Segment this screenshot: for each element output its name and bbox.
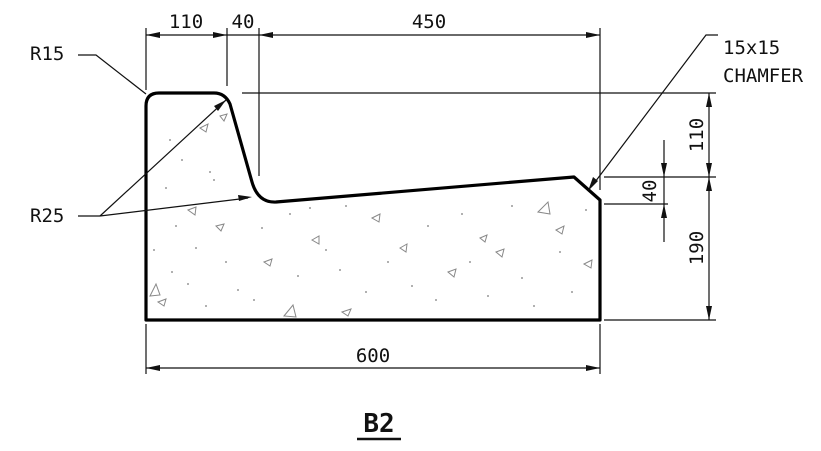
- extension-lines: [145, 28, 716, 374]
- dim-40-top: 40: [232, 11, 255, 33]
- right-dimension-chain: 110 190: [686, 93, 712, 320]
- section-outline: [144, 91, 602, 322]
- r15-label: R15: [30, 43, 64, 65]
- dim-190: 190: [686, 231, 708, 265]
- r25-callout: R25: [30, 99, 252, 227]
- section-title: B2: [357, 409, 401, 441]
- concrete-hatch: [149, 113, 593, 318]
- r15-callout: R15: [30, 43, 147, 95]
- dim-40-right: 40: [639, 180, 661, 203]
- chamfer-callout: 15x15 CHAMFER: [588, 34, 804, 191]
- chamfer-depth-dimension: 40: [639, 140, 667, 242]
- dim-110-right: 110: [686, 118, 708, 152]
- dim-450: 450: [412, 11, 446, 33]
- dim-600: 600: [356, 345, 390, 367]
- r25-label: R25: [30, 205, 64, 227]
- top-dimension-chain: 110 40 450: [146, 11, 600, 38]
- chamfer-word-label: CHAMFER: [723, 65, 804, 87]
- dim-110-top: 110: [169, 11, 203, 33]
- section-title-text: B2: [363, 409, 394, 439]
- bottom-dimension: 600: [146, 345, 600, 371]
- chamfer-size-label: 15x15: [723, 37, 780, 59]
